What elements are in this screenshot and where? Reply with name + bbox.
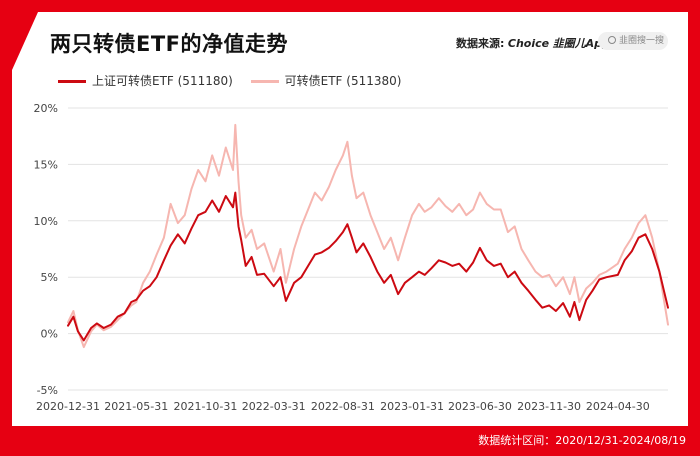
y-tick-label: -5% [37,384,58,397]
x-tick-label: 2023-11-30 [517,400,581,413]
x-tick-label: 2024-04-30 [586,400,650,413]
stat-range: 数据统计区间：2020/12/31-2024/08/19 [478,434,686,447]
y-tick-label: 20% [34,102,58,115]
x-tick-label: 2022-03-31 [242,400,306,413]
y-tick-label: 15% [34,158,58,171]
legend-item-511180: 上证可转债ETF (511180) [58,72,233,89]
search-icon [608,36,616,44]
legend-swatch-511180 [58,80,86,83]
x-tick-label: 2022-08-31 [311,400,375,413]
x-tick-label: 2021-05-31 [104,400,168,413]
x-tick-label: 2020-12-31 [36,400,100,413]
x-tick-label: 2023-01-31 [380,400,444,413]
series-line-511180 [67,191,669,342]
source-label: 数据来源: [456,37,505,50]
legend-swatch-511380 [250,80,279,83]
search-placeholder: 韭圈搜一搜 [619,36,665,46]
source-app: 韭圈儿App [552,37,610,50]
source-brand: Choice [507,37,550,50]
data-source: 数据来源: Choice 韭圈儿App [456,35,610,51]
legend-item-511380: 可转债ETF (511380) [250,72,402,89]
x-tick-label: 2023-06-30 [448,400,512,413]
search-box[interactable]: 韭圈搜一搜 [598,32,668,50]
x-tick-label: 2021-10-31 [173,400,237,413]
chart-panel [12,12,688,426]
y-tick-label: 5% [41,271,58,284]
series-line-511380 [67,123,669,349]
legend: 上证可转债ETF (511180) 可转债ETF (511380) [58,72,415,89]
legend-label-511180: 上证可转债ETF (511180) [92,74,233,88]
y-tick-label: 10% [34,215,58,228]
chart-title: 两只转债ETF的净值走势 [50,32,289,56]
corner-accent [12,12,38,70]
legend-label-511380: 可转债ETF (511380) [284,74,402,88]
y-tick-label: 0% [41,328,58,341]
